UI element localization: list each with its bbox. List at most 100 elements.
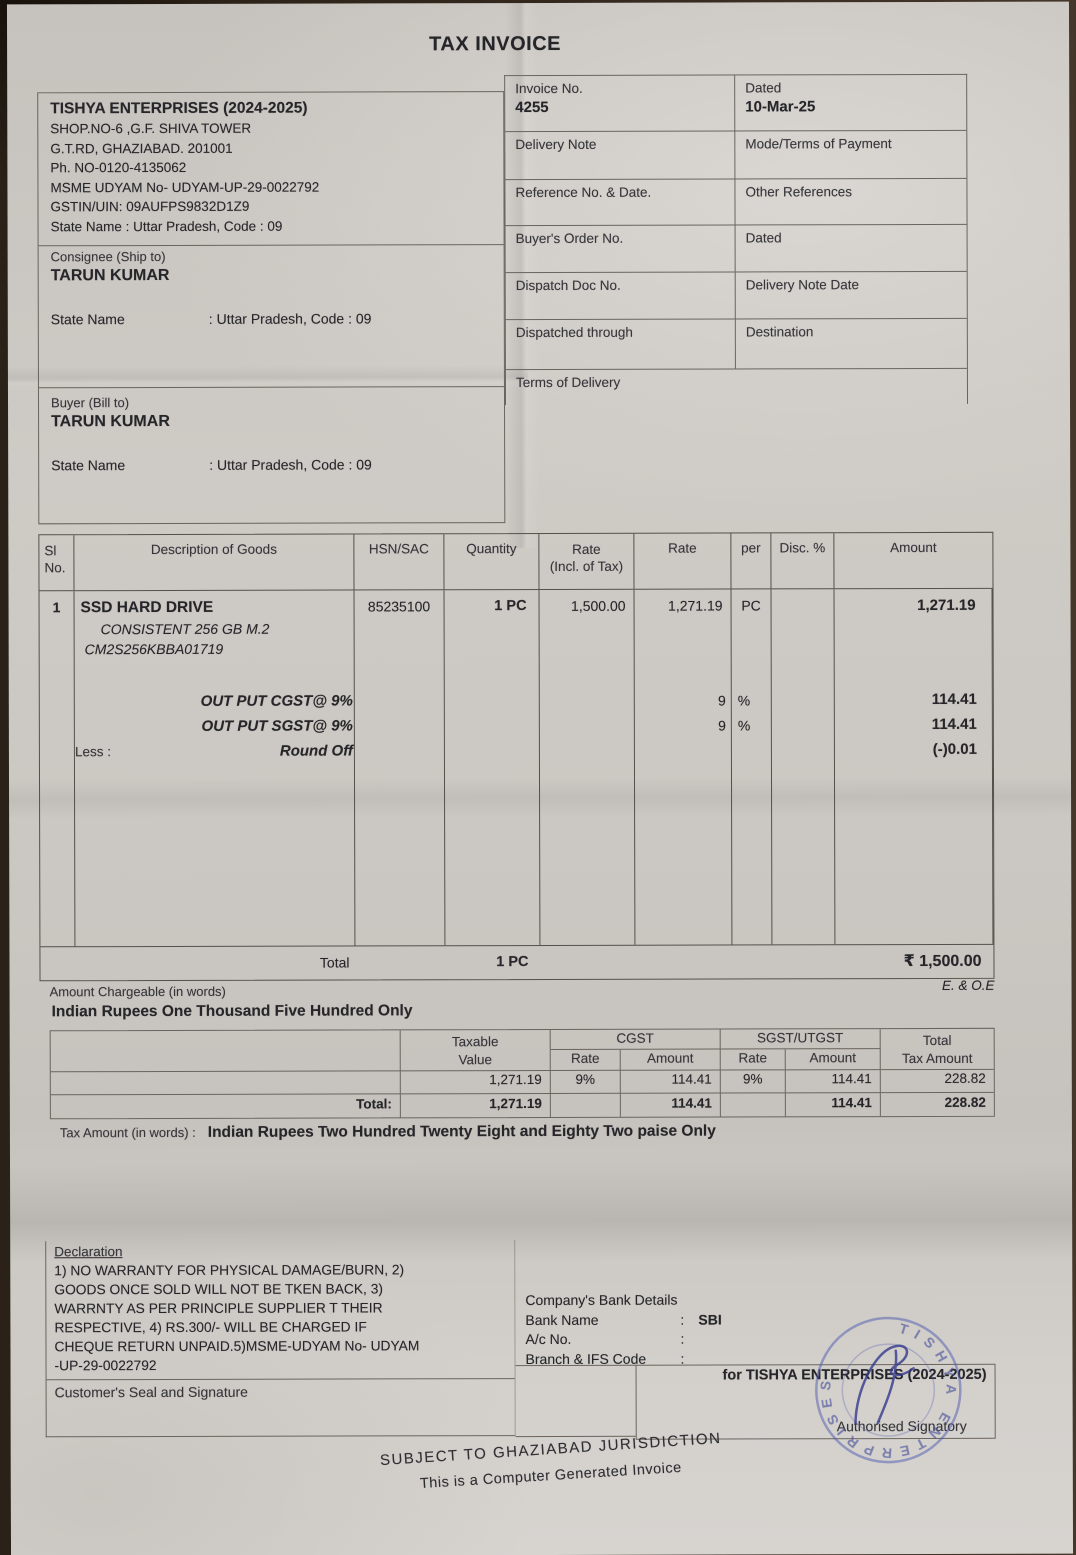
bank-details-title: Company's Bank Details: [525, 1291, 678, 1309]
bank-name-value: SBI: [698, 1311, 722, 1328]
declaration-text: 1) NO WARRANTY FOR PHYSICAL DAMAGE/BURN,…: [54, 1262, 420, 1374]
item-name: SSD HARD DRIVE: [80, 598, 214, 617]
sgst-label: OUT PUT SGST@ 9%: [201, 717, 353, 735]
item-hsn: 85235100: [354, 590, 446, 946]
col-header-amount: Amount: [890, 539, 937, 556]
seller-block: TISHYA ENTERPRISES (2024-2025) SHOP.NO-6…: [38, 92, 503, 245]
consignee-block: Consignee (Ship to) TARUN KUMAR State Na…: [38, 244, 504, 388]
account-no-row: A/c No. :: [525, 1330, 685, 1348]
amount-words-value: Indian Rupees One Thousand Five Hundred …: [51, 1002, 413, 1021]
cgst-per: %: [737, 691, 751, 708]
col-header-description: Description of Goods: [74, 534, 355, 591]
tax-summary-table: Taxable Value CGST SGST/UTGST Total Tax …: [49, 1027, 995, 1120]
buyer-name: TARUN KUMAR: [51, 412, 170, 431]
items-total-row: Total 1 PC ₹ 1,500.00: [40, 943, 994, 980]
item-slno: 1: [39, 591, 76, 947]
tax-total-label: Total:: [50, 1093, 401, 1119]
roundoff-cell: Less : Round Off: [75, 742, 355, 760]
consignee-state-row: State Name : Uttar Pradesh, Code : 09: [51, 310, 492, 327]
declaration-box: Declaration 1) NO WARRANTY FOR PHYSICAL …: [45, 1240, 516, 1438]
roundoff-amount: (-)0.01: [932, 740, 977, 758]
less-label: Less :: [74, 744, 111, 760]
reference-cell: Reference No. & Date.: [505, 179, 736, 227]
consignee-name: TARUN KUMAR: [50, 266, 170, 285]
invoice-no-value: 4255: [515, 98, 549, 117]
tax-total-cgst-amount: 114.41: [620, 1092, 721, 1117]
document-title: TAX INVOICE: [429, 32, 562, 56]
items-table-body: 1 SSD HARD DRIVE CONSISTENT 256 GB M.2 C…: [39, 588, 994, 947]
item-rate: 1,271.19: [634, 589, 733, 945]
total-amount: ₹ 1,500.00: [903, 952, 982, 971]
buyer-state-row: State Name : Uttar Pradesh, Code : 09: [51, 456, 492, 473]
item-amount: 1,271.19: [834, 588, 994, 945]
sgst-header: SGST/UTGST: [720, 1029, 881, 1050]
col-header-per: per: [731, 533, 772, 589]
item-disc: [771, 589, 836, 945]
taxable-value-header: Taxable Value: [400, 1029, 551, 1072]
dated-value: 10-Mar-25: [745, 98, 816, 116]
party-column: TISHYA ENTERPRISES (2024-2025) SHOP.NO-6…: [37, 91, 506, 525]
total-quantity: 1 PC: [496, 954, 529, 971]
sgst-amount-header: Amount: [785, 1049, 881, 1071]
customer-seal-box: Customer's Seal and Signature: [46, 1378, 515, 1434]
invoice-no-cell: Invoice No. 4255: [505, 75, 736, 133]
cgst-label: OUT PUT CGST@ 9%: [200, 692, 353, 710]
authorised-signatory-label: Authorised Signatory: [836, 1417, 967, 1435]
customer-seal-label: Customer's Seal and Signature: [54, 1383, 248, 1401]
consignee-label: Consignee (Ship to): [50, 248, 166, 265]
tax-words-row: Tax Amount (in words) : Indian Rupees Tw…: [60, 1122, 980, 1142]
charge-row-cgst: OUT PUT CGST@ 9% 9 % 114.41: [40, 687, 993, 714]
seller-gstin: GSTIN/UIN: 09AUFPS9832D1Z9: [50, 198, 250, 215]
destination-cell: Destination: [735, 318, 967, 370]
bank-details-block: Company's Bank Details Bank Name : SBI A…: [525, 1290, 925, 1369]
other-references-cell: Other References: [735, 178, 967, 226]
col-header-hsn: HSN/SAC: [354, 534, 445, 590]
cgst-amount-header: Amount: [620, 1049, 721, 1071]
cgst-amount-value: 114.41: [620, 1070, 721, 1093]
bank-name-row: Bank Name : SBI: [525, 1309, 925, 1330]
tax-row-blank: [50, 1071, 401, 1095]
dispatched-through-cell: Dispatched through: [505, 319, 736, 371]
amount-words-label: Amount Chargeable (in words): [49, 983, 226, 1000]
terms-of-delivery-cell: Terms of Delivery: [515, 374, 621, 391]
cgst-rate-header: Rate: [550, 1049, 621, 1071]
delivery-note-cell: Delivery Note: [505, 131, 736, 181]
col-header-quantity: Quantity: [444, 534, 540, 590]
declaration-label: Declaration: [54, 1244, 123, 1260]
seller-name: TISHYA ENTERPRISES (2024-2025): [50, 99, 308, 118]
dispatch-doc-cell: Dispatch Doc No.: [505, 272, 736, 321]
footer: SUBJECT TO GHAZIABAD JURISDICTION This i…: [281, 1430, 821, 1492]
col-header-rate: Rate: [634, 533, 732, 589]
sgst-per: %: [737, 716, 751, 733]
tax-words-label: Tax Amount (in words) :: [59, 1124, 196, 1141]
item-rate-incl: 1,500.00: [539, 589, 636, 945]
col-header-disc: Disc. %: [771, 533, 835, 589]
tax-blank-header: [50, 1030, 401, 1073]
item-quantity: 1 PC: [444, 590, 541, 946]
roundoff-label: Round Off: [279, 742, 353, 760]
dated2-cell: Dated: [735, 224, 967, 273]
tax-total-cgst-rate: [550, 1092, 621, 1117]
items-table-header: Sl No. Description of Goods HSN/SAC Quan…: [39, 532, 993, 592]
seller-phone: Ph. NO-0120-4135062: [50, 159, 187, 176]
cgst-rate: 9: [717, 692, 726, 709]
sgst-rate-header: Rate: [720, 1049, 786, 1071]
amount-words-row: Amount Chargeable (in words) E. & O.E: [49, 978, 995, 1000]
eoe-note: E. & O.E: [941, 977, 995, 993]
item-serial: CM2S256KBBA01719: [84, 640, 224, 658]
tax-total-amount: 228.82: [880, 1091, 994, 1117]
seller-msme: MSME UDYAM No- UDYAM-UP-29-0022792: [50, 179, 320, 195]
sgst-rate-value: 9%: [720, 1070, 786, 1093]
invoice-paper: TAX INVOICE TISHYA ENTERPRISES (2024-202…: [6, 1, 1074, 1555]
item-per: PC: [731, 589, 773, 945]
buyers-order-cell: Buyer's Order No.: [505, 225, 736, 274]
tax-total-sgst-rate: [720, 1092, 786, 1117]
cgst-rate-value: 9%: [550, 1070, 621, 1093]
seller-address-line: G.T.RD, GHAZIABAD. 201001: [50, 140, 233, 156]
charge-row-roundoff: Less : Round Off (-)0.01: [40, 737, 993, 764]
col-header-slno: Sl No.: [39, 535, 75, 591]
sgst-amount: 114.41: [931, 715, 977, 733]
seller-state: State Name : Uttar Pradesh, Code : 09: [50, 218, 283, 234]
seller-address-line: SHOP.NO-6 ,G.F. SHIVA TOWER: [50, 120, 252, 137]
sgst-rate: 9: [718, 717, 726, 734]
